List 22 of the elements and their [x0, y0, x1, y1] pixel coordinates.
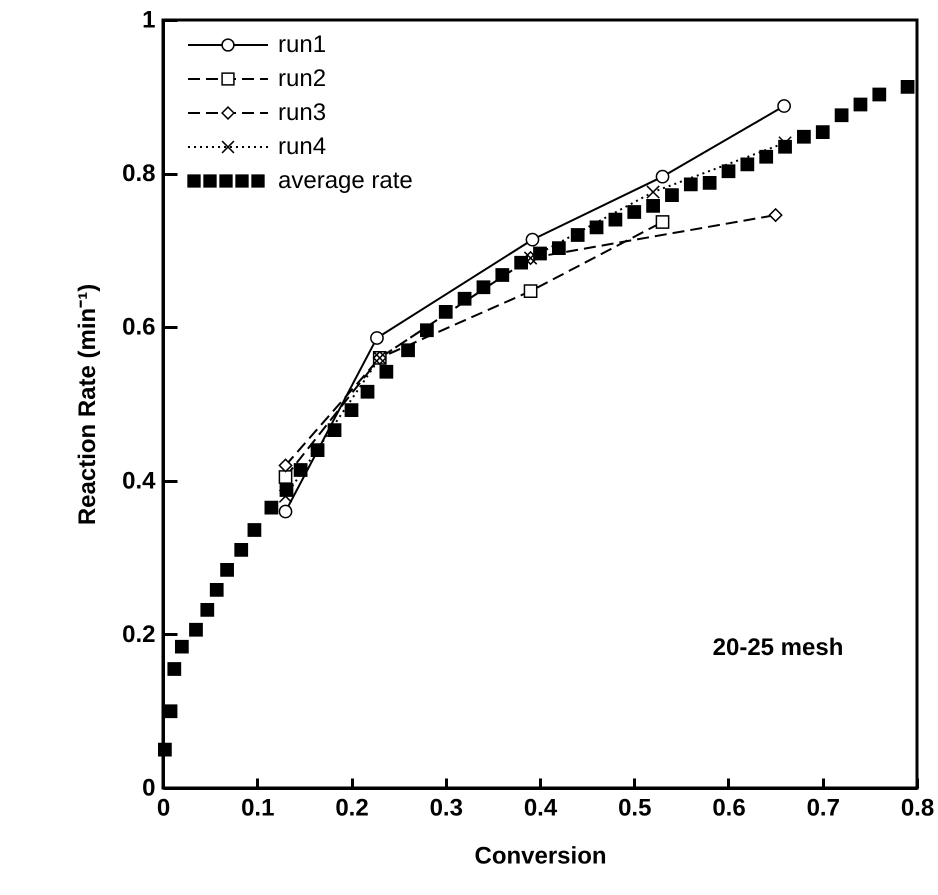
x-tick-label: 0.8 — [900, 794, 934, 822]
y-tick-label: 0 — [142, 774, 156, 802]
x-tick-label: 0.5 — [618, 794, 652, 822]
y-axis-title: Reaction Rate (min⁻¹) — [74, 284, 102, 526]
x-axis-title: Conversion — [474, 842, 607, 870]
y-tick-label: 1 — [142, 6, 156, 34]
y-tick-label: 0.8 — [122, 160, 156, 188]
x-tick-label: 0.4 — [524, 794, 558, 822]
y-tick-label: 0.2 — [122, 620, 156, 648]
legend-label: average rate — [278, 167, 413, 194]
x-tick-label: 0.3 — [430, 794, 463, 822]
legend-label: run2 — [278, 65, 326, 92]
y-tick-label: 0.4 — [122, 467, 156, 494]
x-tick-label: 0.7 — [806, 794, 840, 822]
x-tick-label: 0.6 — [712, 794, 746, 822]
legend-label: run4 — [278, 133, 326, 160]
legend-label: run1 — [278, 31, 326, 58]
x-tick-label: 0.1 — [241, 794, 274, 822]
y-tick-label: 0.6 — [122, 314, 156, 341]
annotation: 20-25 mesh — [712, 634, 844, 661]
x-tick-label: 0.2 — [335, 794, 369, 822]
legend-label: run3 — [278, 99, 326, 126]
